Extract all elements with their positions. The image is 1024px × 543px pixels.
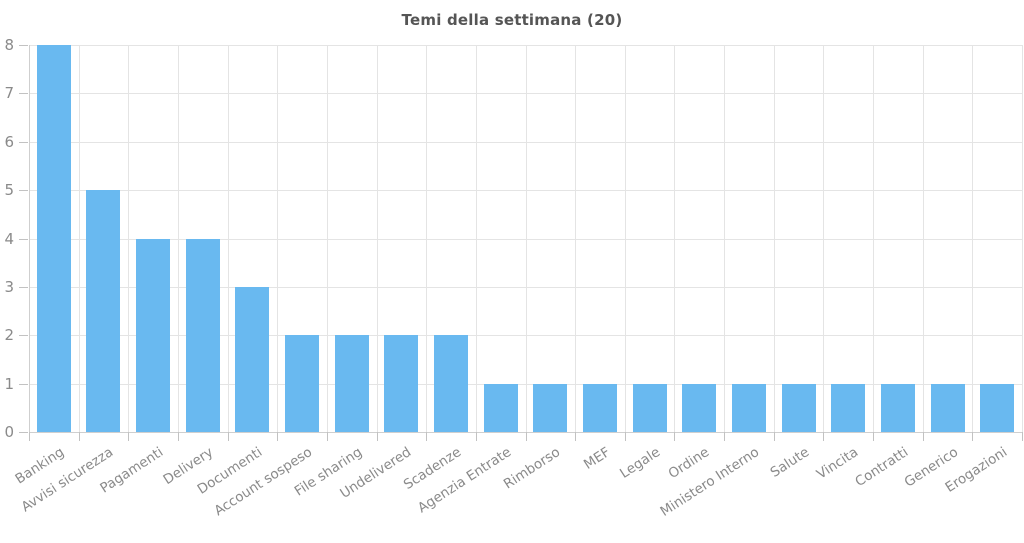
- x-gridline: [624, 45, 626, 432]
- x-tick-mark: [972, 432, 974, 441]
- y-tick-mark: [19, 93, 28, 95]
- x-tick-mark: [29, 432, 30, 441]
- y-tick-mark: [19, 432, 28, 433]
- x-tick-mark: [773, 432, 775, 441]
- x-gridline: [674, 45, 676, 432]
- x-tick-mark: [873, 432, 875, 441]
- x-gridline: [575, 45, 577, 432]
- x-tick-mark: [475, 432, 477, 441]
- y-tick-mark: [19, 190, 28, 192]
- y-axis-label: 8: [4, 36, 14, 54]
- x-gridline: [426, 45, 428, 432]
- x-tick-mark: [624, 432, 626, 441]
- bar: [483, 383, 518, 432]
- x-gridline: [128, 45, 130, 432]
- bar: [285, 335, 320, 432]
- x-tick-mark: [78, 432, 80, 441]
- x-tick-mark: [426, 432, 428, 441]
- x-tick-mark: [922, 432, 924, 441]
- x-gridline: [922, 45, 924, 432]
- x-gridline: [773, 45, 775, 432]
- x-tick-mark: [326, 432, 328, 441]
- bar: [235, 286, 270, 432]
- y-tick-mark: [19, 335, 28, 337]
- x-tick-mark: [376, 432, 378, 441]
- x-gridline: [823, 45, 825, 432]
- x-tick-mark: [1022, 432, 1023, 441]
- y-tick-mark: [19, 383, 28, 385]
- x-gridline: [78, 45, 80, 432]
- x-gridline: [227, 45, 229, 432]
- bar: [384, 335, 419, 432]
- bar: [980, 383, 1015, 432]
- y-axis-label: 5: [4, 181, 14, 200]
- bar: [880, 383, 915, 432]
- bar: [831, 383, 866, 432]
- y-axis-label: 3: [4, 277, 14, 296]
- x-gridline: [1022, 45, 1023, 432]
- y-axis-label: 2: [4, 326, 14, 345]
- x-gridline: [525, 45, 527, 432]
- x-gridline: [376, 45, 378, 432]
- y-axis-label: 4: [4, 229, 14, 248]
- y-tick-mark: [19, 238, 28, 240]
- y-tick-mark: [19, 45, 28, 46]
- bar: [36, 45, 71, 432]
- bar: [781, 383, 816, 432]
- x-gridline: [724, 45, 726, 432]
- x-gridline: [177, 45, 179, 432]
- x-gridline: [873, 45, 875, 432]
- chart-title: Temi della settimana (20): [401, 11, 623, 29]
- x-tick-mark: [525, 432, 527, 441]
- bar: [86, 190, 121, 432]
- x-tick-mark: [674, 432, 676, 441]
- y-tick-mark: [19, 141, 28, 143]
- x-tick-mark: [575, 432, 577, 441]
- bar: [185, 238, 220, 432]
- bar: [731, 383, 766, 432]
- bar: [136, 238, 171, 432]
- bar: [632, 383, 667, 432]
- x-tick-mark: [128, 432, 130, 441]
- bar: [682, 383, 717, 432]
- x-gridline: [972, 45, 974, 432]
- x-tick-mark: [277, 432, 279, 441]
- x-gridline: [475, 45, 477, 432]
- y-axis-line: [29, 45, 30, 432]
- bar: [533, 383, 568, 432]
- bar: [930, 383, 965, 432]
- x-tick-mark: [724, 432, 726, 441]
- bar: [434, 335, 469, 432]
- y-axis-label: 7: [4, 84, 14, 103]
- y-tick-mark: [19, 286, 28, 288]
- y-axis-label: 6: [4, 132, 14, 151]
- x-tick-mark: [177, 432, 179, 441]
- x-tick-mark: [227, 432, 229, 441]
- x-gridline: [277, 45, 279, 432]
- bar: [334, 335, 369, 432]
- x-tick-mark: [823, 432, 825, 441]
- x-gridline: [326, 45, 328, 432]
- bar: [582, 383, 617, 432]
- y-axis-label: 1: [4, 374, 14, 393]
- y-axis-label: 0: [4, 423, 14, 441]
